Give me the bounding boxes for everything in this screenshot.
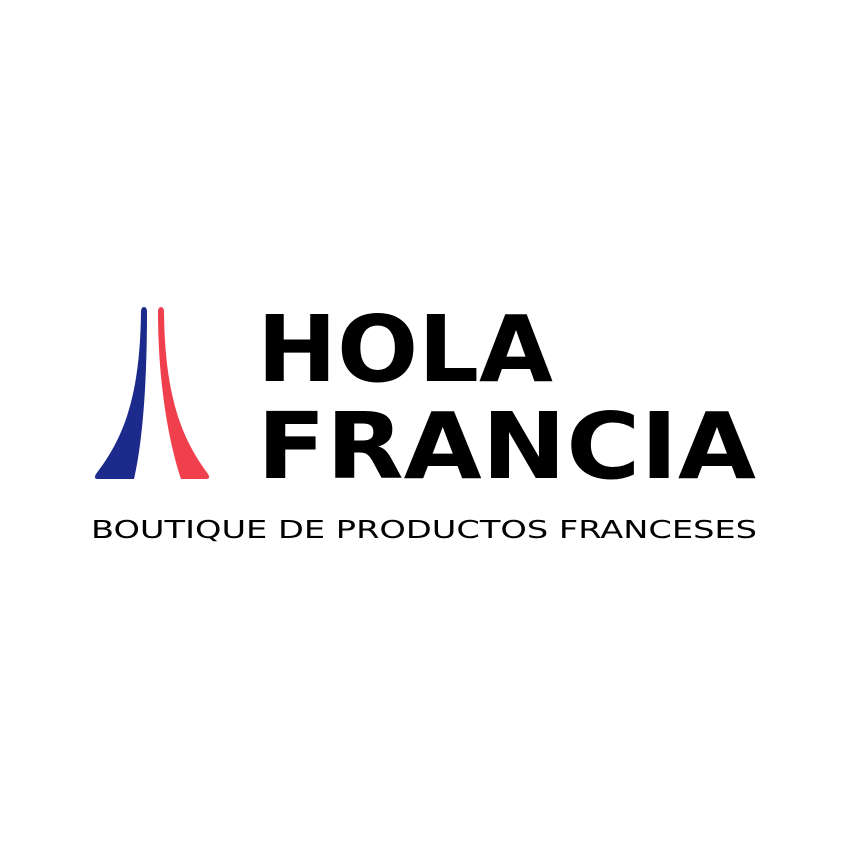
icon-red-stroke [158, 307, 210, 479]
brand-line-1: HOLA [257, 296, 553, 403]
tagline: BOUTIQUE DE PRODUCTOS FRANCESES [91, 515, 757, 544]
icon-blue-stroke [94, 307, 147, 479]
brand-line-2: FRANCIA [257, 393, 756, 500]
